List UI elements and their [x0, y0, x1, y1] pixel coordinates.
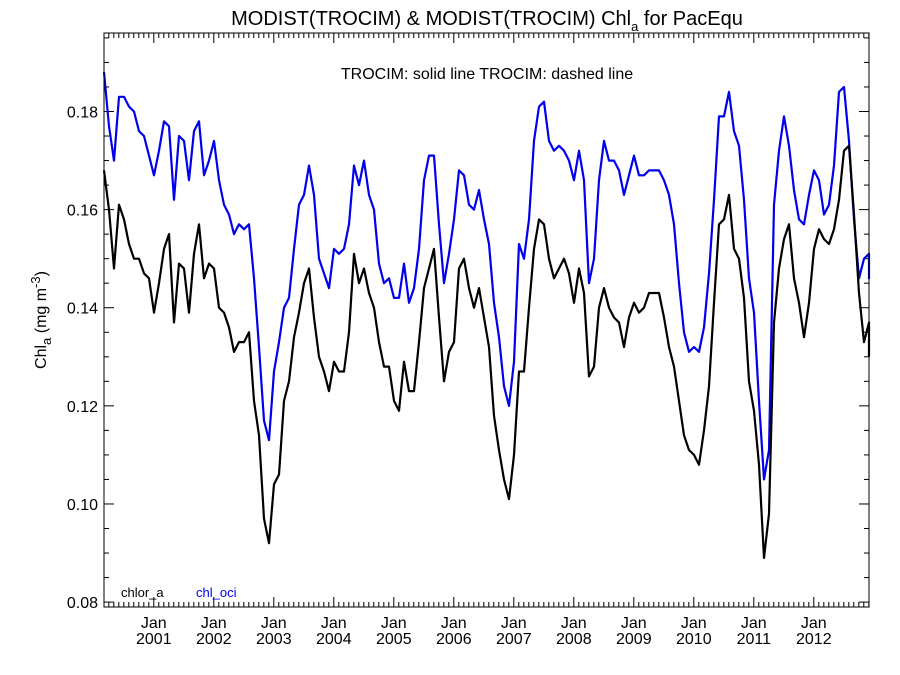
x-axis-ticks: Jan2001Jan2002Jan2003Jan2004Jan2005Jan20… — [108, 33, 870, 648]
ylabel-units-close: ) — [33, 271, 50, 276]
x-tick-month-label: Jan — [621, 615, 647, 632]
legend-chlor-a: chlor_a — [121, 585, 164, 600]
x-tick-year-label: 2007 — [496, 631, 532, 648]
ylabel-units: (mg m — [33, 288, 50, 338]
x-tick-month-label: Jan — [321, 615, 347, 632]
x-tick-month-label: Jan — [741, 615, 767, 632]
x-tick-month-label: Jan — [261, 615, 287, 632]
title-main: MODIST(TROCIM) & MODIST(TROCIM) Chl — [231, 8, 631, 30]
y-tick-label: 0.16 — [67, 203, 98, 220]
x-tick-year-label: 2001 — [136, 631, 172, 648]
x-tick-year-label: 2005 — [376, 631, 412, 648]
x-tick-year-label: 2012 — [796, 631, 832, 648]
y-tick-label: 0.08 — [67, 595, 98, 612]
x-tick-year-label: 2011 — [737, 631, 772, 648]
title-subscript: a — [631, 19, 639, 34]
x-tick-year-label: 2006 — [436, 631, 472, 648]
y-tick-label: 0.14 — [67, 301, 98, 318]
x-tick-year-label: 2002 — [196, 631, 232, 648]
x-tick-month-label: Jan — [441, 615, 467, 632]
legend-chl-oci: chl_oci — [196, 585, 237, 600]
ylabel-units-sup: -3 — [28, 276, 43, 288]
x-tick-year-label: 2009 — [616, 631, 652, 648]
x-tick-month-label: Jan — [201, 615, 227, 632]
x-tick-month-label: Jan — [801, 615, 827, 632]
x-tick-year-label: 2008 — [556, 631, 592, 648]
line-style-annotation: TROCIM: solid line TROCIM: dashed line — [341, 66, 633, 83]
ylabel-subscript: a — [39, 337, 54, 345]
x-tick-year-label: 2003 — [256, 631, 292, 648]
x-tick-year-label: 2010 — [676, 631, 712, 648]
plot-frame — [103, 32, 870, 608]
legend: chlor_a chl_oci — [121, 585, 237, 600]
x-tick-month-label: Jan — [561, 615, 587, 632]
series-line-chl-oci — [102, 72, 871, 481]
title-suffix: for PacEqu — [638, 8, 743, 30]
x-tick-year-label: 2004 — [316, 631, 352, 648]
ylabel-main: Chl — [33, 345, 50, 369]
series-lines — [102, 72, 871, 560]
x-tick-month-label: Jan — [501, 615, 527, 632]
y-tick-label: 0.18 — [67, 104, 98, 121]
x-tick-month-label: Jan — [141, 615, 167, 632]
y-tick-label: 0.12 — [67, 399, 98, 416]
x-tick-month-label: Jan — [381, 615, 407, 632]
x-tick-month-label: Jan — [681, 615, 707, 632]
chart-title: MODIST(TROCIM) & MODIST(TROCIM) Chla for… — [231, 8, 743, 34]
series-line-chlor-a — [102, 144, 871, 560]
y-axis-ticks: 0.08 0.10 0.12 0.14 0.16 0.18 — [67, 37, 869, 612]
y-tick-label: 0.10 — [67, 497, 98, 514]
y-axis-label: Chla (mg m-3) — [28, 271, 54, 369]
